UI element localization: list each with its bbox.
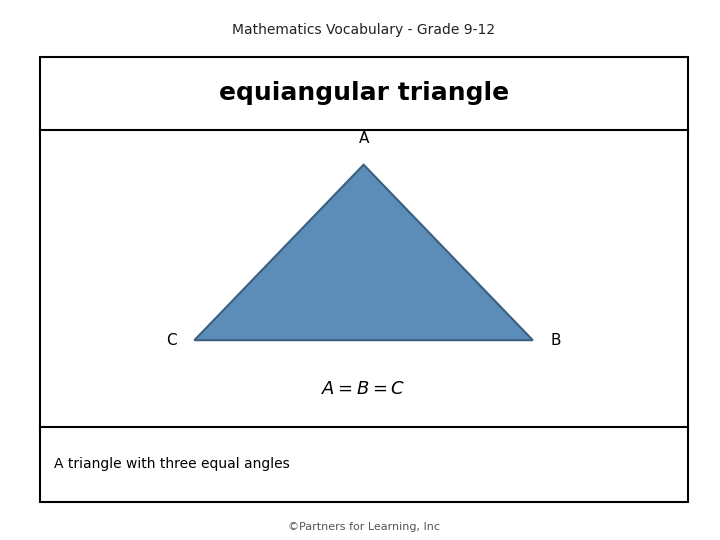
Text: $A = B = C$: $A = B = C$ (321, 380, 406, 398)
Text: ©Partners for Learning, Inc: ©Partners for Learning, Inc (287, 522, 440, 531)
Bar (40, 57, 688, 502)
Polygon shape (194, 165, 533, 340)
Text: B: B (551, 333, 562, 348)
Text: A triangle with three equal angles: A triangle with three equal angles (54, 457, 289, 471)
Text: C: C (166, 333, 176, 348)
Text: A: A (359, 131, 369, 146)
Text: equiangular triangle: equiangular triangle (219, 81, 508, 105)
Text: Mathematics Vocabulary - Grade 9-12: Mathematics Vocabulary - Grade 9-12 (232, 23, 495, 37)
